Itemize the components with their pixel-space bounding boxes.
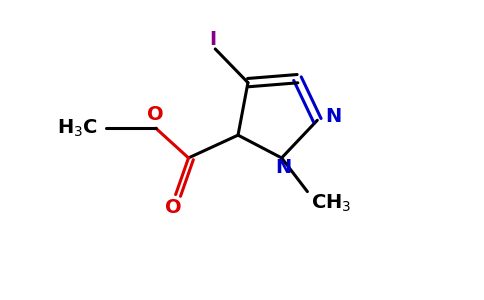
Text: N: N [325, 107, 341, 126]
Text: O: O [166, 198, 182, 217]
Text: CH$_3$: CH$_3$ [311, 193, 352, 214]
Text: N: N [275, 158, 292, 177]
Text: O: O [148, 105, 164, 124]
Text: I: I [210, 29, 217, 49]
Text: H$_3$C: H$_3$C [58, 118, 98, 139]
